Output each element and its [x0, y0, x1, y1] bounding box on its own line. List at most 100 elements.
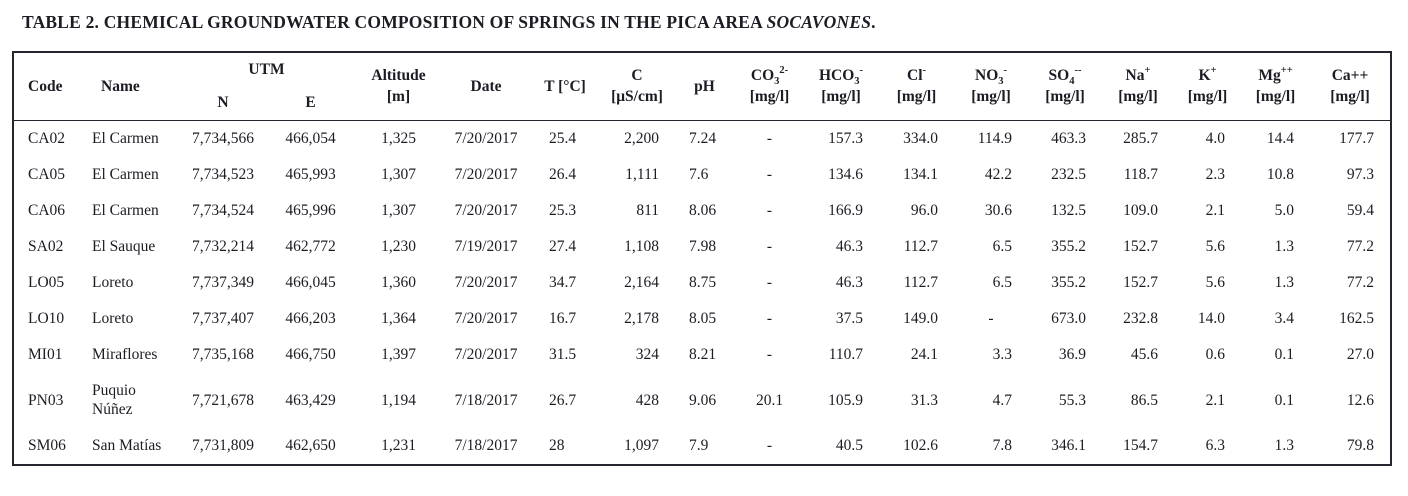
cell-co3: - [766, 437, 773, 454]
k-unit: [mg/l] [1187, 88, 1228, 106]
cell-ca: 12.6 [1346, 391, 1375, 409]
cell-no3: 4.7 [992, 391, 1013, 409]
cell-name: Loreto [92, 310, 134, 327]
cell-temperature: 26.7 [549, 391, 577, 409]
cell-na: 152.7 [1123, 238, 1159, 255]
ca-formula: Ca++ [1331, 67, 1369, 85]
cell-name: El Sauque [92, 238, 156, 255]
cell-utm-n: 7,731,809 [192, 437, 254, 454]
cell-utm-e: 466,203 [285, 310, 336, 327]
cell-date: 7/20/2017 [454, 166, 518, 183]
cell-ph: 7.9 [689, 437, 709, 454]
so4-unit: [mg/l] [1045, 88, 1085, 106]
conductivity-unit: [μS/cm] [611, 88, 663, 106]
cell-no3: 30.6 [984, 202, 1013, 219]
col-header-code: Code [28, 77, 63, 95]
cell-k: 2.3 [1205, 166, 1226, 183]
cell-name: San Matías [92, 437, 162, 454]
cell-date: 7/18/2017 [454, 391, 518, 409]
cell-na: 152.7 [1123, 274, 1159, 291]
cell-ph: 9.06 [689, 391, 717, 409]
cell-mg: 5.0 [1274, 202, 1295, 219]
cell-co3: - [766, 166, 773, 183]
cell-ca: 77.2 [1346, 238, 1375, 255]
cell-ca: 79.8 [1346, 437, 1375, 454]
cell-k: 5.6 [1205, 238, 1226, 255]
cell-hco3: 46.3 [835, 238, 864, 255]
cell-utm-e: 462,772 [285, 238, 336, 255]
cell-utm-n: 7,734,566 [192, 130, 254, 147]
cell-code: CA05 [28, 166, 66, 183]
cell-cl: 112.7 [903, 274, 939, 291]
cell-na: 154.7 [1123, 437, 1159, 454]
cell-altitude: 1,307 [381, 202, 416, 219]
cell-name: Puquio Núñez [92, 382, 136, 418]
cell-ph: 7.6 [689, 166, 709, 183]
cell-temperature: 16.7 [549, 310, 577, 327]
cell-utm-e: 463,429 [285, 391, 336, 409]
cell-utm-n: 7,721,678 [192, 391, 254, 409]
cell-conductivity: 1,108 [624, 238, 660, 255]
col-header-na: Na+ [mg/l] [1102, 52, 1174, 120]
cell-temperature: 31.5 [549, 346, 577, 363]
cell-k: 6.3 [1205, 437, 1226, 454]
cell-conductivity: 2,178 [624, 310, 660, 327]
cell-no3: 114.9 [977, 130, 1013, 147]
cell-cl: 334.0 [903, 130, 939, 147]
cl-unit: [mg/l] [896, 88, 937, 106]
cell-name: El Carmen [92, 166, 159, 183]
cell-date: 7/20/2017 [454, 130, 518, 147]
cell-na: 285.7 [1123, 130, 1159, 147]
cell-date: 7/19/2017 [454, 238, 518, 255]
cell-code: LO10 [28, 310, 65, 327]
cell-temperature: 34.7 [549, 274, 577, 291]
na-formula: Na+ [1125, 65, 1151, 85]
cell-utm-e: 465,996 [285, 202, 336, 219]
cell-so4: 355.2 [1051, 238, 1087, 255]
cell-na: 45.6 [1130, 346, 1159, 363]
cell-hco3: 37.5 [835, 310, 864, 327]
table-header: Code Name UTM Altitude [m] Date T [°C] C [… [13, 52, 1392, 120]
cell-mg: 3.4 [1274, 310, 1295, 327]
cell-utm-e: 466,045 [285, 274, 336, 291]
col-header-cl: Cl- [mg/l] [879, 52, 954, 120]
groundwater-composition-table: Code Name UTM Altitude [m] Date T [°C] C [… [12, 51, 1393, 466]
cell-no3: 7.8 [992, 437, 1013, 454]
cell-ca: 77.2 [1346, 274, 1375, 291]
col-header-date: Date [470, 77, 502, 95]
cell-temperature: 25.3 [549, 202, 577, 219]
cell-mg: 0.1 [1274, 346, 1295, 363]
table-row: LO10 Loreto 7,737,407 466,203 1,364 7/20/2017… [13, 301, 1391, 337]
cell-code: PN03 [28, 391, 64, 409]
cell-mg: 10.8 [1266, 166, 1295, 183]
cell-utm-e: 465,993 [285, 166, 336, 183]
table-title-italic: SOCAVONES [766, 12, 872, 32]
cell-no3: - [988, 310, 994, 327]
cell-mg: 1.3 [1274, 274, 1295, 291]
cell-cl: 24.1 [910, 346, 939, 363]
cell-ph: 8.05 [689, 310, 717, 327]
cell-k: 5.6 [1205, 274, 1226, 291]
table-row: CA06 El Carmen 7,734,524 465,996 1,307 7/20/2… [13, 193, 1391, 229]
cell-mg: 1.3 [1274, 238, 1295, 255]
cell-so4: 132.5 [1051, 202, 1087, 219]
cell-date: 7/20/2017 [454, 274, 518, 291]
col-header-name: Name [101, 77, 140, 95]
no3-unit: [mg/l] [971, 88, 1011, 106]
cell-hco3: 110.7 [828, 346, 864, 363]
cell-utm-n: 7,734,523 [192, 166, 254, 183]
cell-mg: 1.3 [1274, 437, 1295, 454]
col-header-ph: pH [694, 77, 715, 95]
cell-mg: 0.1 [1274, 391, 1295, 409]
table-row: PN03 Puquio Núñez 7,721,678 463,429 1,194 7/1… [13, 373, 1391, 428]
cell-utm-e: 466,750 [285, 346, 336, 363]
cell-conductivity: 428 [635, 391, 660, 409]
col-header-altitude: Altitude [m] [354, 52, 443, 120]
document-page: TABLE 2. CHEMICAL GROUNDWATER COMPOSITIO… [12, 12, 1393, 466]
cell-na: 109.0 [1123, 202, 1159, 219]
cell-code: CA06 [28, 202, 66, 219]
cell-co3: - [766, 346, 773, 363]
cell-date: 7/20/2017 [454, 310, 518, 327]
col-header-mg: Mg++ [mg/l] [1241, 52, 1310, 120]
cell-ph: 7.24 [689, 130, 717, 147]
